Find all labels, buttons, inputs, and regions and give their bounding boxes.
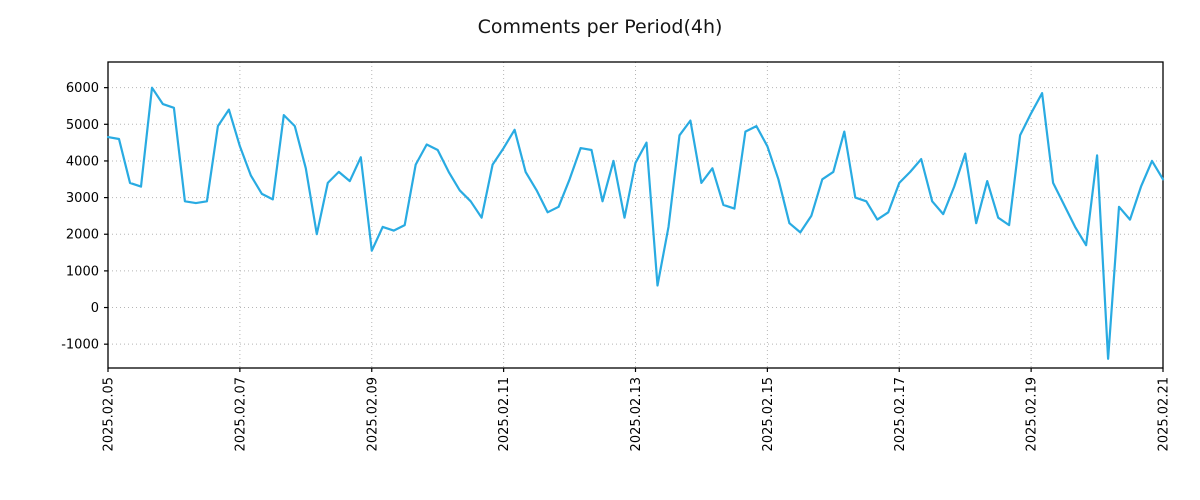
y-tick-label: 6000 bbox=[66, 81, 99, 96]
x-tick-label: 2025.02.19 bbox=[1025, 377, 1040, 451]
y-tick-label: 3000 bbox=[66, 191, 99, 206]
y-tick-label: 5000 bbox=[66, 118, 99, 133]
x-tick-label: 2025.02.05 bbox=[102, 377, 117, 451]
x-tick-label: 2025.02.21 bbox=[1157, 377, 1172, 451]
chart-title: Comments per Period(4h) bbox=[477, 16, 723, 38]
plot-border bbox=[107, 61, 1164, 369]
y-tick-label: 2000 bbox=[66, 228, 99, 243]
y-tick-label: -1000 bbox=[61, 338, 99, 353]
x-tick-label: 2025.02.15 bbox=[761, 377, 776, 451]
x-tick-label: 2025.02.07 bbox=[233, 377, 248, 451]
y-tick-label: 1000 bbox=[66, 264, 99, 279]
x-tick-label: 2025.02.09 bbox=[365, 377, 380, 451]
x-tick-label: 2025.02.17 bbox=[893, 377, 908, 451]
x-tick-label: 2025.02.11 bbox=[497, 377, 512, 451]
y-tick-label: 0 bbox=[91, 301, 99, 316]
y-tick-label: 4000 bbox=[66, 154, 99, 169]
data-line bbox=[106, 86, 1165, 360]
x-tick-label: 2025.02.13 bbox=[629, 377, 644, 451]
